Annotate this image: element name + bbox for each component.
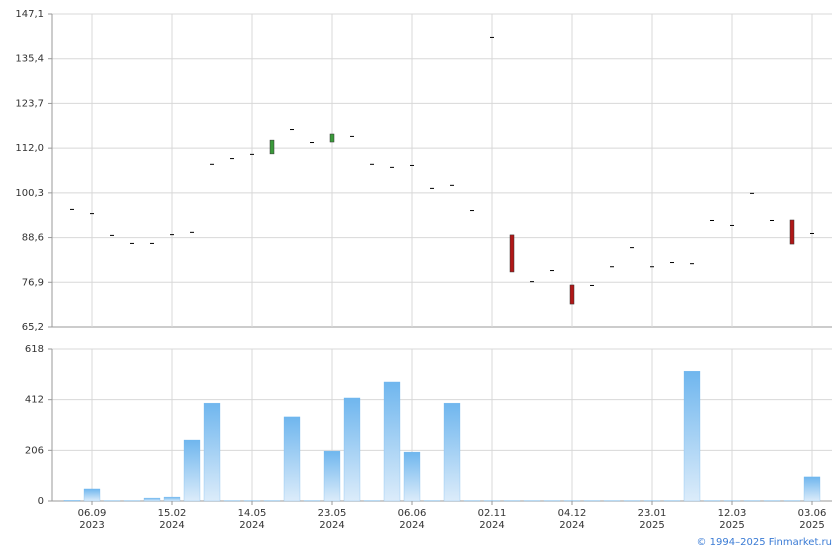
footer-link[interactable]: © 1994–2025 Finmarket.ru [696,537,832,548]
volume-bar [63,500,81,502]
candle [410,164,414,166]
y-tick-label: 123,7 [15,98,44,109]
candle [509,234,515,273]
candle [390,166,394,168]
x-tick-label: 04.12 [558,508,587,519]
x-tick-label: 15.02 [158,508,187,519]
volume-bar [683,370,701,502]
candle [350,135,354,137]
x-tick-label: 02.11 [478,508,507,519]
candle [70,208,74,210]
y-tick-label: 100,3 [15,188,44,199]
candle [250,153,254,155]
candle [130,242,134,244]
candle [789,219,795,245]
candle [269,139,275,155]
candle [550,270,554,272]
candle [90,213,94,215]
y-tick-label: 88,6 [22,233,44,244]
x-tick-label: 2024 [479,520,504,531]
candle [730,224,734,226]
volume-bar [283,416,301,502]
x-tick-label: 23.01 [638,508,667,519]
candle [650,266,654,268]
candle [610,266,614,268]
candle [370,163,374,165]
volume-bar [143,497,161,502]
candle [690,263,694,265]
x-tick-label: 2024 [239,520,264,531]
x-tick-label: 2024 [399,520,424,531]
candle [450,184,454,186]
y-tick-label: 135,4 [15,54,44,65]
volume-bar [203,402,221,502]
x-tick-label: 2024 [159,520,184,531]
x-tick-label: 2025 [799,520,824,531]
candle [670,262,674,264]
candle [710,219,714,221]
y-tick-label: 65,2 [22,322,44,333]
candle [630,247,634,249]
candle [750,192,754,194]
volume-bar [803,476,821,502]
y-tick-label: 112,0 [15,143,44,154]
x-tick-label: 23.05 [318,508,347,519]
volume-bar [163,496,181,502]
y-tick-label: 76,9 [22,277,44,288]
candle [810,232,814,234]
candle [329,133,335,143]
candle [530,281,534,283]
volume-bar [403,451,421,502]
candle [290,129,294,131]
candle [110,234,114,236]
volume-bar [343,397,361,502]
y-tick-label: 0 [38,496,44,507]
volume-bar [183,439,201,502]
y-tick-label: 206 [25,445,44,456]
candle [470,210,474,212]
candle [190,231,194,233]
y-tick-label: 147,1 [15,9,44,20]
candle [590,284,594,286]
volume-bar [383,381,401,502]
y-tick-label: 618 [25,344,44,355]
candle [770,219,774,221]
x-tick-label: 2025 [639,520,664,531]
candle [310,142,314,144]
volume-bar [323,450,341,502]
candle [150,242,154,244]
candle [490,36,494,38]
volume-bar [83,488,101,502]
x-tick-label: 2025 [719,520,744,531]
candle [430,187,434,189]
x-tick-label: 2024 [559,520,584,531]
x-tick-label: 03.06 [798,508,827,519]
x-tick-label: 06.06 [398,508,427,519]
x-tick-label: 06.09 [78,508,107,519]
x-tick-label: 12.03 [718,508,747,519]
y-tick-label: 412 [25,395,44,406]
volume-bar [443,402,461,502]
candle [569,284,575,305]
candle [210,163,214,165]
candle [230,158,234,160]
x-tick-label: 2024 [319,520,344,531]
candle [170,234,174,236]
x-tick-label: 2023 [79,520,104,531]
x-tick-label: 14.05 [238,508,267,519]
